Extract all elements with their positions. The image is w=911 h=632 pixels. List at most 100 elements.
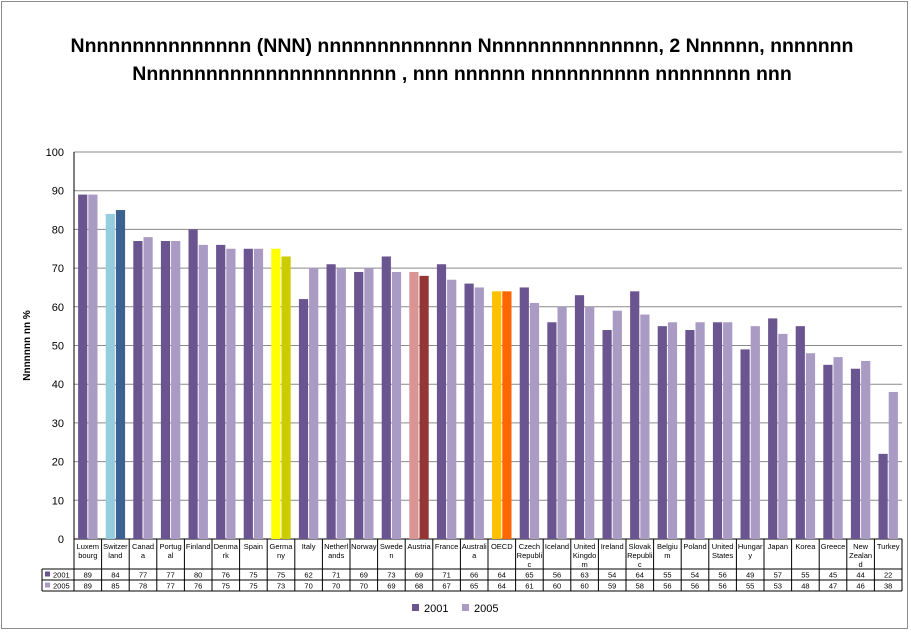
legend-swatch-2001 (412, 604, 419, 611)
legend-label-2001: 2001 (424, 603, 448, 615)
table-value: 56 (718, 571, 726, 580)
bar-2005 (88, 194, 98, 539)
table-value: 70 (332, 582, 340, 591)
table-value: 76 (222, 571, 230, 580)
bar-2005 (529, 302, 540, 539)
category-label: OECD (491, 542, 513, 551)
bar-2001 (464, 283, 474, 539)
category-label: c (528, 560, 532, 569)
bar-2005 (419, 275, 429, 539)
bar-2001 (519, 287, 529, 539)
category-label: Spain (244, 542, 263, 551)
table-value: 75 (222, 582, 230, 591)
bar-2005 (723, 322, 733, 539)
table-value: 66 (470, 571, 478, 580)
bar-2005 (309, 268, 319, 539)
table-value: 56 (718, 582, 726, 591)
table-series-swatch (45, 571, 50, 577)
bar-2005 (640, 314, 650, 539)
category-label: m (664, 551, 670, 560)
table-value: 63 (580, 571, 588, 580)
category-label: United (574, 542, 596, 551)
category-label: Germa (270, 542, 294, 551)
table-value: 38 (884, 582, 892, 591)
legend-label-2005: 2005 (474, 603, 498, 615)
bar-2001 (436, 264, 447, 539)
bar-2001 (795, 326, 805, 539)
table-value: 75 (249, 582, 257, 591)
bar-2001 (298, 299, 309, 539)
bar-2001 (823, 364, 833, 539)
table-value: 78 (139, 582, 147, 591)
bar-2001 (850, 368, 861, 539)
bar-2001 (271, 248, 281, 539)
category-label: Luxem (77, 542, 100, 551)
category-label: Portug (160, 542, 182, 551)
category-label: a (141, 551, 146, 560)
y-tick-label: 80 (52, 224, 64, 236)
category-label: Zealan (849, 551, 872, 560)
bar-2005 (364, 268, 374, 539)
bar-2001 (768, 318, 778, 539)
table-value: 65 (525, 571, 533, 580)
table-value: 89 (84, 571, 92, 580)
table-value: 73 (387, 571, 395, 580)
bar-2005 (667, 322, 678, 539)
category-label: c (638, 560, 642, 569)
bar-2005 (336, 268, 346, 539)
legend-swatch-2005 (462, 604, 469, 611)
table-value: 85 (111, 582, 119, 591)
bar-2001 (685, 330, 695, 539)
bar-2005 (171, 241, 181, 539)
bar-2001 (216, 244, 226, 539)
table-value: 69 (415, 571, 423, 580)
bar-2001 (105, 213, 115, 540)
table-value: 76 (194, 582, 202, 591)
table-value: 56 (553, 571, 561, 580)
y-tick-label: 40 (52, 379, 64, 391)
table-value: 69 (387, 582, 395, 591)
category-label: Hungar (738, 542, 763, 551)
table-value: 70 (360, 582, 368, 591)
bar-2005 (612, 310, 622, 539)
category-label: France (435, 542, 458, 551)
category-label: Australi (462, 542, 487, 551)
bar-2001 (78, 194, 88, 539)
bar-2001 (354, 271, 364, 539)
table-value: 67 (442, 582, 450, 591)
category-label: land (108, 551, 122, 560)
category-label: New (853, 542, 869, 551)
category-label: Slovak (629, 542, 652, 551)
bar-2005 (557, 306, 567, 539)
table-value: 22 (884, 571, 892, 580)
bar-2001 (630, 291, 640, 539)
table-value: 56 (663, 582, 671, 591)
bar-2005 (281, 256, 291, 539)
category-label: ands (328, 551, 345, 560)
table-value: 71 (442, 571, 450, 580)
table-value: 64 (498, 571, 506, 580)
table-value: 54 (608, 571, 616, 580)
table-value: 64 (498, 582, 506, 591)
table-value: 55 (746, 582, 754, 591)
bar-2001 (740, 349, 750, 539)
table-value: 71 (332, 571, 340, 580)
bar-2001 (381, 256, 391, 539)
category-label: Belgiu (657, 542, 678, 551)
category-label: al (168, 551, 174, 560)
table-value: 47 (829, 582, 837, 591)
bar-2001 (878, 453, 888, 539)
category-label: d (859, 560, 863, 569)
table-value: 58 (636, 582, 644, 591)
category-label: Republi (517, 551, 543, 560)
bar-2001 (574, 295, 585, 539)
category-label: Canad (132, 542, 154, 551)
bar-2005 (143, 237, 153, 539)
bar-2001 (547, 322, 557, 539)
bar-2001 (160, 241, 171, 539)
y-tick-label: 50 (52, 341, 64, 353)
table-value: 84 (111, 571, 119, 580)
category-label: n (389, 551, 393, 560)
y-tick-label: 90 (52, 186, 64, 198)
